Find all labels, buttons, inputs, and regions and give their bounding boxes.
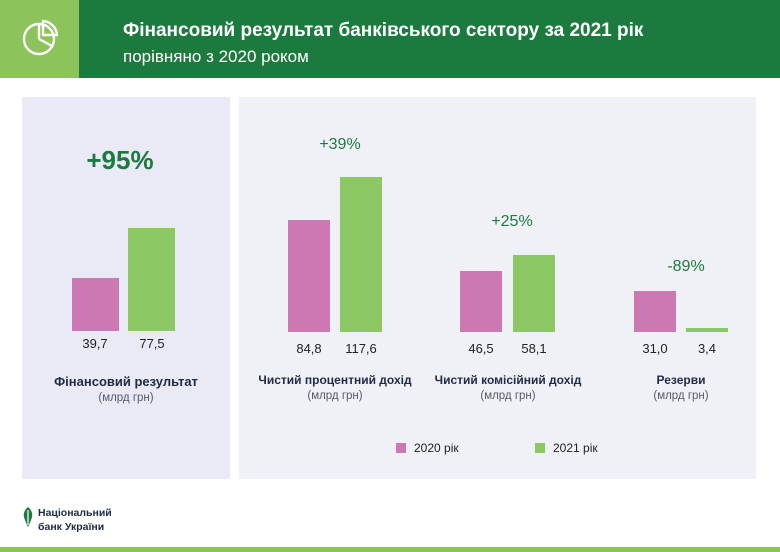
page-subtitle: порівняно з 2020 роком: [123, 47, 309, 66]
header-icon-box: [0, 0, 79, 78]
logo-line-2: банк України: [38, 521, 105, 533]
category-label-net-interest-income: Чистий процентний дохід: [258, 373, 412, 387]
legend-swatch-2020: [396, 443, 406, 453]
category-label-financial-result: Фінансовий результат: [54, 374, 198, 389]
legend-item-2021: 2021 рік: [535, 441, 598, 455]
bar-net-interest-income-2021: [340, 177, 382, 332]
value-label-net-interest-income-2021: 117,6: [345, 341, 377, 356]
bar-net-commission-income-2021: [513, 255, 555, 332]
pie-chart-icon: [22, 19, 59, 56]
legend-label-2020: 2020 рік: [414, 441, 459, 455]
legend-swatch-2021: [535, 443, 545, 453]
value-label-net-commission-income-2021: 58,1: [521, 341, 547, 356]
value-label-net-commission-income-2020: 46,5: [468, 341, 494, 356]
nbu-logo-icon: [22, 506, 34, 533]
unit-label-net-commission-income: (млрд грн): [480, 390, 536, 402]
value-label-reserves-2020: 31,0: [642, 341, 668, 356]
logo-line-1: Національний: [38, 507, 112, 519]
legend-label-2021: 2021 рік: [553, 441, 598, 455]
bar-financial-result-2021: [128, 228, 175, 331]
category-label-reserves: Резерви: [656, 373, 706, 387]
bar-net-interest-income-2020: [288, 220, 330, 332]
footer-line: [0, 547, 780, 552]
value-label-financial-result-2021: 77,5: [139, 336, 165, 351]
left-panel: [22, 97, 230, 479]
bar-financial-result-2020: [72, 278, 119, 331]
change-label-reserves: -89%: [667, 258, 705, 275]
bar-reserves-2020: [634, 291, 676, 332]
category-label-net-commission-income: Чистий комісійний дохід: [434, 373, 582, 387]
unit-label-reserves: (млрд грн): [653, 390, 709, 402]
header-banner: Фінансовий результат банківського сектор…: [0, 0, 780, 78]
value-label-financial-result-2020: 39,7: [82, 336, 108, 351]
value-label-reserves-2021: 3,4: [697, 341, 717, 356]
change-label-net-commission-income: +25%: [491, 213, 533, 230]
bar-reserves-2021: [686, 328, 728, 332]
change-label-net-interest-income: +39%: [319, 136, 361, 153]
unit-label-net-interest-income: (млрд грн): [307, 390, 363, 402]
bar-net-commission-income-2020: [460, 271, 502, 332]
legend-item-2020: 2020 рік: [396, 441, 459, 455]
page-title: Фінансовий результат банківського сектор…: [123, 20, 644, 41]
nbu-logo-text: Національний банк України: [38, 506, 112, 534]
value-label-net-interest-income-2020: 84,8: [296, 341, 322, 356]
change-label-financial-result: +95%: [86, 145, 154, 175]
unit-label-financial-result: (млрд грн): [98, 392, 154, 404]
